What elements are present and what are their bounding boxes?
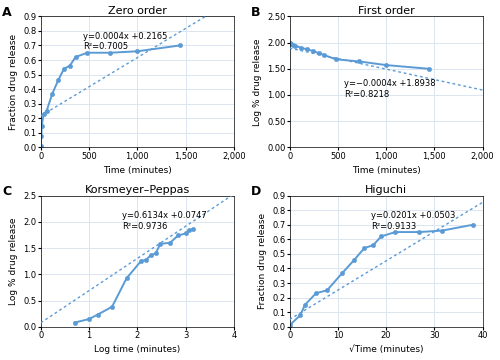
X-axis label: Time (minutes): Time (minutes) bbox=[352, 166, 420, 175]
Y-axis label: Fraction drug release: Fraction drug release bbox=[258, 213, 266, 309]
Title: Higuchi: Higuchi bbox=[365, 185, 407, 195]
Text: D: D bbox=[251, 185, 262, 198]
Text: y=0.6134x +0.0747
R²=0.9736: y=0.6134x +0.0747 R²=0.9736 bbox=[122, 211, 206, 231]
Y-axis label: Log % drug release: Log % drug release bbox=[9, 217, 18, 305]
Title: First order: First order bbox=[358, 5, 414, 15]
Text: y=0.0201x +0.0503
R²=0.9133: y=0.0201x +0.0503 R²=0.9133 bbox=[370, 211, 455, 231]
Text: A: A bbox=[2, 6, 12, 19]
Y-axis label: Fraction drug release: Fraction drug release bbox=[9, 34, 18, 130]
X-axis label: Log time (minutes): Log time (minutes) bbox=[94, 346, 180, 355]
Text: C: C bbox=[2, 185, 12, 198]
Title: Zero order: Zero order bbox=[108, 5, 166, 15]
X-axis label: √Time (minutes): √Time (minutes) bbox=[349, 346, 424, 355]
Text: B: B bbox=[251, 6, 260, 19]
Title: Korsmeyer–Peppas: Korsmeyer–Peppas bbox=[84, 185, 190, 195]
Text: y=0.0004x +0.2165
R²=0.7005: y=0.0004x +0.2165 R²=0.7005 bbox=[83, 32, 168, 51]
Y-axis label: Log % drug release: Log % drug release bbox=[252, 38, 262, 126]
X-axis label: Time (minutes): Time (minutes) bbox=[103, 166, 172, 175]
Text: y=−0.0004x +1.8938
R²=0.8218: y=−0.0004x +1.8938 R²=0.8218 bbox=[344, 79, 436, 99]
